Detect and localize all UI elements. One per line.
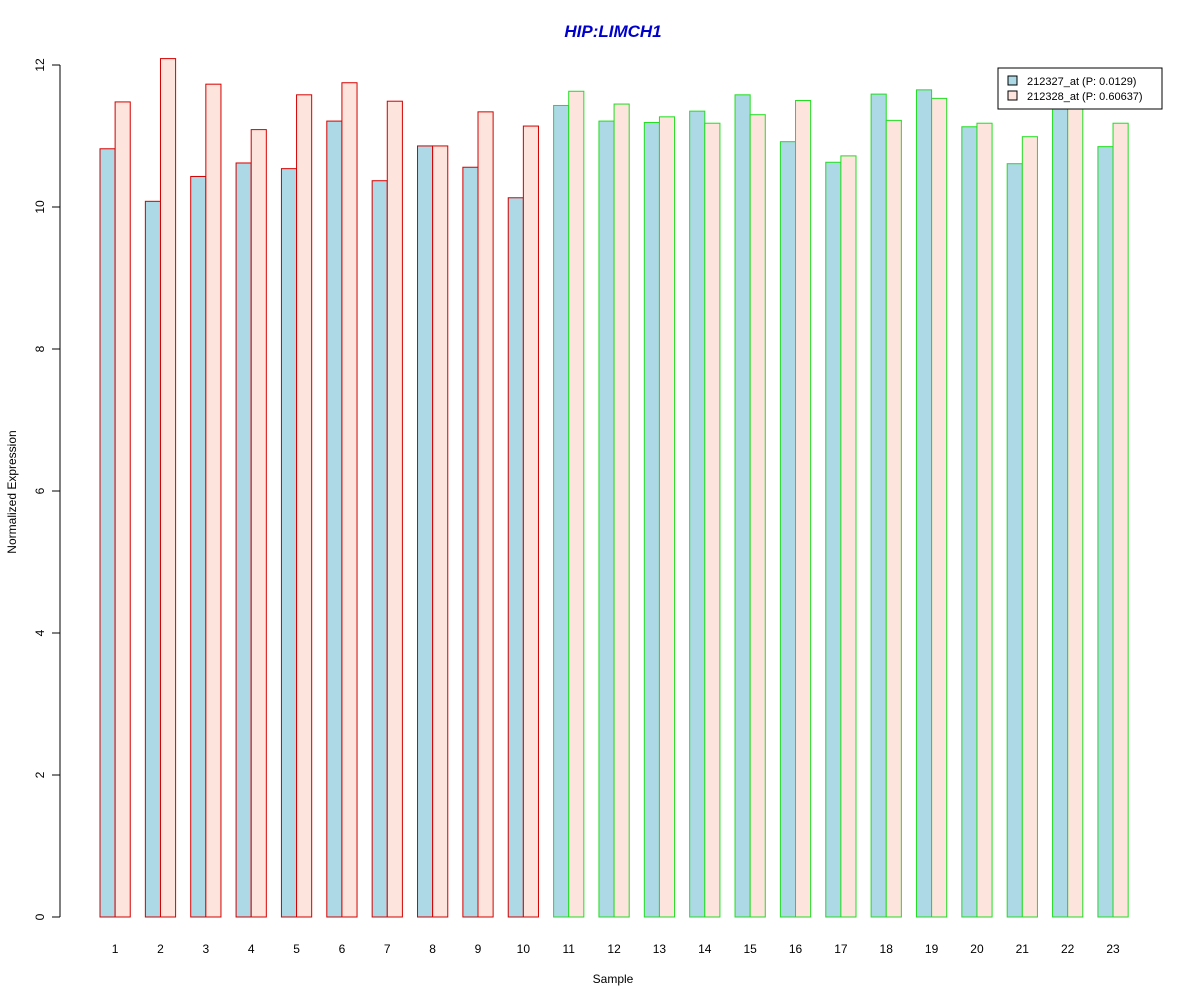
bar-sample-14-series-2	[704, 122, 721, 918]
bar-sample-16-series-2	[795, 100, 812, 918]
bar-sample-8-series-2	[432, 145, 449, 918]
bar-sample-19-series-1	[915, 89, 933, 918]
bar-sample-7-series-1	[371, 180, 388, 918]
x-tick-label-10: 10	[517, 942, 531, 956]
y-tick-label-10: 10	[33, 200, 47, 214]
bar-sample-15-series-2	[749, 114, 766, 918]
bar-sample-16-series-1	[779, 141, 797, 918]
y-tick-label-8: 8	[33, 345, 47, 352]
x-tick-label-5: 5	[293, 942, 300, 956]
x-tick-label-2: 2	[157, 942, 164, 956]
bar-sample-18-series-2	[885, 119, 902, 918]
y-tick-label-4: 4	[33, 629, 47, 636]
x-axis-title: Sample	[593, 972, 634, 986]
x-tick-label-17: 17	[834, 942, 848, 956]
bar-sample-9-series-1	[462, 166, 479, 918]
bar-sample-7-series-2	[386, 100, 403, 918]
bar-sample-2-series-2	[159, 58, 177, 918]
bar-sample-3-series-2	[205, 83, 222, 918]
legend: 212327_at (P: 0.0129) 212328_at (P: 0.60…	[997, 67, 1163, 110]
x-tick-label-9: 9	[475, 942, 482, 956]
x-tick-label-21: 21	[1016, 942, 1030, 956]
x-tick-label-4: 4	[248, 942, 255, 956]
bar-sample-5-series-1	[280, 168, 298, 918]
x-tick-label-7: 7	[384, 942, 391, 956]
bar-sample-10-series-1	[507, 197, 524, 918]
bar-sample-14-series-1	[689, 110, 706, 918]
bar-sample-12-series-1	[598, 120, 615, 918]
x-tick-label-8: 8	[429, 942, 436, 956]
bar-sample-15-series-1	[734, 94, 751, 918]
y-tick-label-12: 12	[33, 58, 47, 72]
bar-sample-6-series-2	[341, 82, 358, 918]
legend-label-212327: 212327_at (P: 0.0129)	[1027, 76, 1136, 88]
bar-sample-18-series-1	[870, 93, 887, 918]
y-tick-label-6: 6	[33, 487, 47, 494]
bar-sample-4-series-1	[235, 162, 252, 918]
bar-sample-17-series-1	[825, 161, 842, 918]
bar-sample-11-series-1	[553, 104, 570, 918]
bar-sample-20-series-1	[961, 126, 978, 918]
bar-sample-21-series-2	[1021, 136, 1038, 918]
x-tick-label-3: 3	[202, 942, 209, 956]
legend-box	[997, 67, 1163, 110]
y-axis-ticks: 0 2 4 6 8 10 12	[33, 58, 60, 920]
bar-sample-10-series-2	[522, 125, 539, 918]
bar-sample-5-series-2	[296, 94, 313, 918]
x-tick-label-14: 14	[698, 942, 712, 956]
legend-label-212328: 212328_at (P: 0.60637)	[1027, 91, 1143, 103]
bar-sample-23-series-2	[1112, 122, 1129, 918]
bar-sample-3-series-1	[190, 175, 207, 918]
x-tick-label-13: 13	[653, 942, 667, 956]
bar-sample-23-series-1	[1097, 146, 1114, 918]
bar-sample-12-series-2	[613, 103, 630, 918]
x-tick-label-1: 1	[112, 942, 119, 956]
x-tick-label-23: 23	[1106, 942, 1120, 956]
legend-swatch-212328	[1007, 90, 1018, 101]
x-tick-label-18: 18	[880, 942, 894, 956]
y-tick-label-2: 2	[33, 771, 47, 778]
bar-sample-8-series-1	[417, 145, 434, 918]
bar-sample-19-series-2	[931, 97, 948, 918]
x-tick-label-16: 16	[789, 942, 803, 956]
bar-sample-4-series-2	[250, 129, 267, 918]
x-tick-label-20: 20	[970, 942, 984, 956]
bar-sample-21-series-1	[1006, 163, 1023, 918]
bar-sample-9-series-2	[477, 111, 494, 918]
bar-sample-20-series-2	[976, 122, 993, 918]
x-axis-labels: 1 2 3 4 5 6 7 8 9 10 11 12 13 14 15 16 17 18 19 20 21 22 23	[112, 942, 1120, 956]
bar-sample-17-series-2	[840, 155, 857, 918]
bar-sample-13-series-2	[658, 116, 676, 918]
bar-sample-6-series-1	[326, 120, 343, 918]
x-tick-label-12: 12	[607, 942, 621, 956]
bar-sample-1-series-2	[114, 101, 131, 918]
y-tick-label-0: 0	[33, 913, 47, 920]
bar-sample-2-series-1	[144, 200, 161, 918]
bar-sample-1-series-1	[99, 148, 116, 918]
bar-sample-11-series-2	[568, 90, 585, 918]
x-tick-label-11: 11	[562, 942, 575, 956]
x-tick-label-19: 19	[925, 942, 939, 956]
legend-swatch-212327	[1007, 75, 1018, 86]
x-tick-label-15: 15	[743, 942, 757, 956]
bar-groups	[99, 58, 1129, 918]
bar-sample-22-series-1	[1052, 106, 1069, 918]
y-axis-title: Normalized Expression	[5, 430, 19, 553]
x-tick-label-6: 6	[339, 942, 346, 956]
x-tick-label-22: 22	[1061, 942, 1075, 956]
bar-sample-22-series-2	[1067, 107, 1084, 918]
bar-sample-13-series-1	[643, 122, 660, 918]
chart-title: HIP:LIMCH1	[564, 22, 661, 41]
